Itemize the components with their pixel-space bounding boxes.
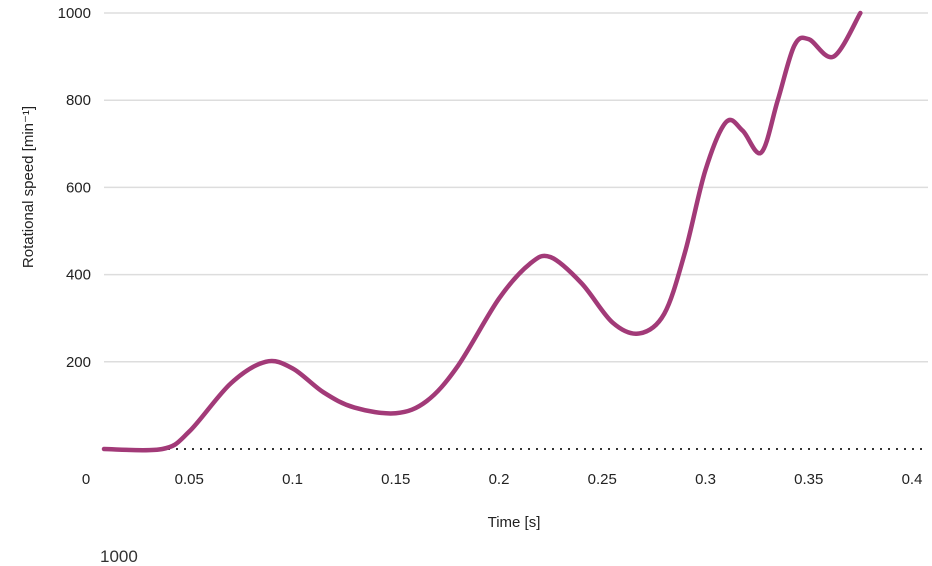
x-tick-label: 0.3 xyxy=(695,471,716,488)
grid-lines xyxy=(104,12,928,363)
y-tick-label: 1000 xyxy=(58,5,91,22)
x-axis-label: Time [s] xyxy=(488,514,541,531)
x-tick-label: 0.4 xyxy=(902,471,923,488)
x-tick-label: 0.25 xyxy=(588,471,617,488)
series-line xyxy=(101,10,863,453)
y-tick-label: 600 xyxy=(66,179,91,196)
y-tick-label: 800 xyxy=(66,92,91,109)
x-tick-label: 0.35 xyxy=(794,471,823,488)
y-axis-ticks: 200 400 600 800 1000 xyxy=(58,5,91,371)
x-axis-ticks: 0 0.05 0.1 0.15 0.2 0.25 0.3 0.35 0.4 xyxy=(82,471,923,488)
x-tick-label: 0.05 xyxy=(175,471,204,488)
x-tick-label: 0.1 xyxy=(282,471,303,488)
y-axis-label: Rotational speed [min⁻¹] xyxy=(20,106,37,268)
y-tick-label: 200 xyxy=(66,354,91,371)
y-tick-label: 400 xyxy=(66,267,91,284)
series-group xyxy=(101,10,863,453)
clipped-tick-label: 1000 xyxy=(100,547,138,566)
x-tick-label: 0.2 xyxy=(489,471,510,488)
x-tick-label: 0 xyxy=(82,471,90,488)
x-tick-label: 0.15 xyxy=(381,471,410,488)
